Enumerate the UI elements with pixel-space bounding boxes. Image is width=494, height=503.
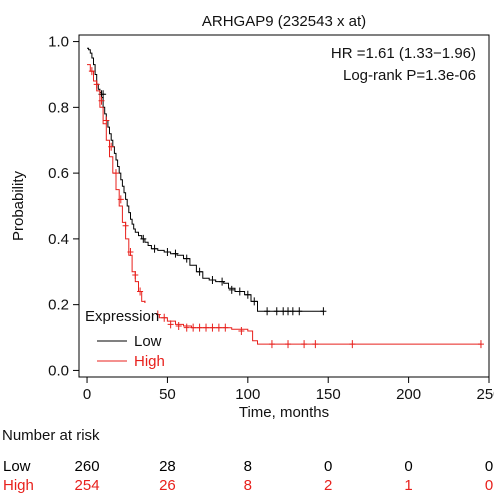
censor-mark-high [183, 323, 190, 332]
plot-frame [78, 34, 490, 378]
y-tick-label: 1.0 [48, 34, 69, 51]
risk-value: 26 [159, 477, 176, 494]
censor-mark-high [238, 326, 245, 335]
x-axis: 0 50 100 150 200 250 [83, 377, 494, 403]
censor-mark-low [228, 285, 235, 294]
hr-annotation: HR =1.61 (1.33−1.96) [331, 45, 476, 62]
risk-value: 1 [404, 477, 413, 494]
censor-mark-low [289, 307, 296, 316]
risk-table-title: Number at risk [2, 427, 100, 444]
censor-mark-high [196, 323, 203, 332]
censor-mark-high [203, 323, 210, 332]
legend-label-high: High [134, 353, 165, 370]
censor-mark-high [88, 67, 95, 76]
censor-mark-high [132, 271, 139, 280]
censor-mark-high [268, 340, 275, 349]
y-tick-label: 0.2 [48, 297, 69, 314]
y-tick-label: 0.8 [48, 99, 69, 116]
censor-mark-high [285, 340, 292, 349]
risk-value: 260 [74, 458, 100, 475]
censor-mark-low [209, 275, 216, 284]
censor-mark-high [175, 322, 182, 331]
censor-mark-low [273, 307, 280, 316]
x-tick-label: 250 [476, 386, 494, 403]
censor-mark-low [164, 248, 171, 257]
censor-mark-low [296, 307, 303, 316]
km-plot: ARHGAP9 (232543 x at) 0.0 0.2 0.4 0.6 0.8 1.0… [10, 13, 494, 421]
censor-mark-low [264, 307, 271, 316]
censor-mark-high [215, 323, 222, 332]
censor-mark-high [190, 323, 197, 332]
censor-mark-high [161, 313, 168, 322]
curve-high [87, 64, 481, 345]
x-axis-label: Time, months [239, 404, 329, 421]
censor-mark-low [219, 277, 226, 286]
censor-mark-high [112, 169, 119, 178]
x-tick-label: 200 [396, 386, 421, 403]
censor-mark-high [103, 116, 110, 125]
risk-row-low: Low 260 28 8 0 0 0 [0, 458, 494, 478]
censor-mark-high [108, 142, 115, 151]
censor-mark-low [183, 254, 190, 263]
risk-row-label: Low [3, 458, 31, 475]
censor-mark-high [137, 287, 144, 296]
y-axis: 0.0 0.2 0.4 0.6 0.8 1.0 [48, 34, 79, 379]
legend-background [84, 303, 156, 371]
curve-low [87, 47, 324, 312]
risk-value: 0 [484, 458, 494, 475]
risk-value: 2 [324, 477, 333, 494]
censor-mark-high [93, 80, 100, 89]
y-tick-label: 0.0 [48, 362, 69, 379]
survival-curves [87, 47, 484, 349]
censor-mark-high [301, 340, 308, 349]
censor-mark-high [222, 323, 229, 332]
censor-mark-high [209, 323, 216, 332]
censor-mark-low [251, 297, 258, 306]
x-tick-label: 150 [316, 386, 341, 403]
risk-value: 8 [243, 458, 252, 475]
censor-mark-high [167, 320, 174, 329]
risk-value: 0 [404, 458, 413, 475]
x-tick-label: 50 [159, 386, 176, 403]
logrank-annotation: Log-rank P=1.3e-06 [343, 67, 476, 84]
censor-mark-high [312, 340, 319, 349]
y-tick-label: 0.6 [48, 165, 69, 182]
censor-mark-high [117, 195, 124, 204]
risk-value: 0 [484, 477, 494, 494]
y-axis-label: Probability [10, 170, 27, 241]
chart-title: ARHGAP9 (232543 x at) [202, 13, 366, 30]
censor-mark-low [236, 287, 243, 296]
risk-row-high: High 254 26 8 2 1 0 [0, 477, 494, 497]
censor-mark-low [100, 90, 107, 99]
censor-mark-low [172, 249, 179, 258]
x-tick-label: 0 [83, 386, 91, 403]
censor-mark-high [349, 340, 356, 349]
censor-mark-low [320, 307, 327, 316]
x-tick-label: 100 [235, 386, 260, 403]
legend-label-low: Low [134, 333, 162, 350]
legend-title: Expression [85, 308, 159, 325]
censor-mark-low [151, 244, 158, 253]
risk-value: 254 [74, 477, 100, 494]
y-tick-label: 0.4 [48, 231, 69, 248]
risk-row-label: High [3, 477, 34, 494]
censor-mark-low [196, 267, 203, 276]
censor-mark-low [244, 290, 251, 299]
legend: Expression Low High [84, 303, 165, 371]
censor-mark-high [122, 221, 129, 230]
risk-value: 28 [159, 458, 176, 475]
censor-mark-high [98, 96, 105, 105]
censor-mark-low [140, 234, 147, 243]
censor-mark-high [127, 248, 134, 257]
censor-mark-high [477, 340, 484, 349]
risk-value: 8 [243, 477, 252, 494]
risk-value: 0 [324, 458, 333, 475]
